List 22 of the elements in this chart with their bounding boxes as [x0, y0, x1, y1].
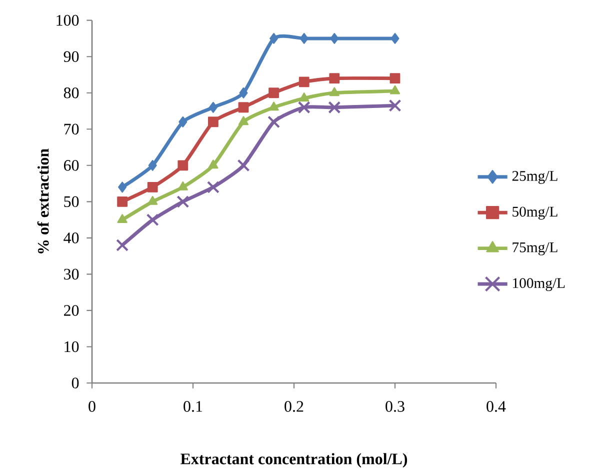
y-tick-label: 20 — [64, 305, 79, 316]
legend-label: 75mg/L — [512, 242, 558, 256]
y-tick-label: 30 — [64, 268, 79, 280]
y-tick-label: 10 — [64, 341, 79, 352]
y-tick-label: 50 — [64, 196, 79, 208]
legend-label: 50mg/L — [512, 206, 558, 220]
x-tick-label: 0 — [88, 401, 96, 412]
legend-label: 100mg/L — [513, 278, 565, 292]
x-tick-label: 0.1 — [184, 401, 202, 412]
y-tick-label: 40 — [64, 232, 79, 244]
x-tick-label: 0.4 — [486, 401, 506, 412]
x-tick-label: 0.2 — [284, 401, 304, 412]
x-tick-label: 0.3 — [386, 401, 404, 412]
y-tick-label: 90 — [64, 51, 79, 62]
y-tick-label: 0 — [72, 378, 79, 388]
x-axis-title: Extractant concentration (mol/L) — [180, 453, 408, 468]
legend-label: 25mg/L — [512, 171, 558, 184]
y-tick-label: 100 — [56, 14, 79, 26]
y-tick-label: 60 — [64, 160, 79, 171]
y-tick-label: 80 — [64, 87, 79, 98]
y-axis-title: % of extraction — [37, 148, 49, 254]
y-tick-label: 70 — [64, 124, 79, 135]
